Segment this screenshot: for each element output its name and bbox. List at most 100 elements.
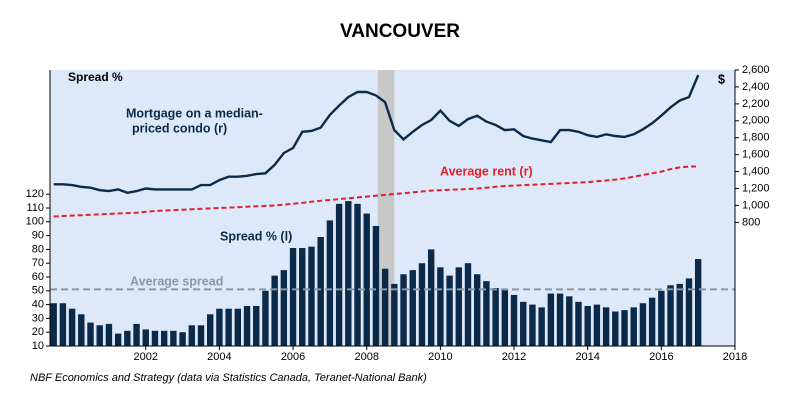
x-tick-label: 2008: [354, 351, 378, 363]
bar: [308, 246, 315, 346]
annotation: Spread % (l): [220, 229, 292, 243]
y-tick-label: 30: [32, 312, 44, 324]
bar: [151, 330, 159, 346]
x-tick-label: 2014: [575, 351, 599, 363]
bar: [667, 285, 674, 346]
x-tick-label: 2010: [428, 351, 452, 363]
bar: [335, 203, 343, 346]
x-tick-label: 2018: [723, 351, 747, 363]
y2-tick-label: 2,200: [742, 98, 770, 110]
y2-tick-label: 1,800: [742, 132, 770, 144]
bar: [114, 333, 122, 346]
bar: [575, 301, 582, 346]
bar: [280, 270, 288, 346]
bar: [179, 332, 186, 346]
annotation: Spread %: [68, 70, 123, 84]
bar: [105, 323, 113, 346]
x-tick-label: 2002: [134, 351, 158, 363]
y2-tick-label: 2,400: [742, 81, 770, 93]
y2-tick-label: 1,600: [742, 149, 770, 161]
bar: [68, 308, 76, 346]
bar: [437, 267, 444, 346]
annotation: Average spread: [130, 274, 223, 288]
x-tick-label: 2012: [502, 351, 526, 363]
y-tick-label: 90: [32, 230, 44, 242]
bar: [538, 307, 545, 346]
bar: [381, 268, 389, 346]
bar: [207, 314, 214, 346]
bar: [639, 303, 647, 346]
bar: [676, 283, 683, 346]
bar: [234, 308, 242, 346]
y-tick-label: 50: [32, 285, 44, 297]
bar: [253, 305, 260, 346]
bar: [427, 249, 435, 346]
bar: [510, 294, 518, 346]
bar: [197, 325, 205, 346]
chart-title: VANCOUVER: [340, 21, 460, 42]
y2-tick-label: 800: [742, 216, 760, 228]
bar: [160, 330, 168, 346]
bar: [216, 308, 223, 346]
bar: [225, 308, 232, 346]
bar: [50, 303, 57, 346]
x-tick-label: 2016: [649, 351, 673, 363]
y-tick-label: 10: [32, 340, 44, 352]
y2-tick-label: 2,000: [742, 115, 770, 127]
bar: [59, 303, 67, 346]
bar: [474, 274, 481, 346]
y-tick-label: 60: [32, 271, 44, 283]
bar: [391, 283, 398, 346]
bar: [354, 203, 361, 346]
annotation: priced condo (r): [132, 121, 227, 135]
bar: [124, 330, 131, 346]
bar: [446, 275, 453, 346]
bar: [501, 289, 509, 346]
y-tick-label: 120: [26, 188, 44, 200]
bar: [492, 288, 499, 346]
bar: [170, 330, 177, 346]
bar: [566, 296, 573, 346]
y2-tick-label: 1,000: [742, 199, 770, 211]
bar: [262, 290, 269, 346]
bar: [621, 310, 628, 346]
y2-tick-label: 1,200: [742, 182, 770, 194]
y-tick-label: 70: [32, 257, 44, 269]
bar: [529, 304, 536, 346]
line-series: [53, 165, 699, 218]
bar: [400, 274, 407, 346]
bar: [658, 290, 665, 346]
bar: [694, 259, 702, 346]
shaded-region: [377, 70, 395, 346]
bar: [520, 301, 527, 346]
bar: [87, 322, 94, 346]
bar: [363, 213, 370, 346]
bar: [556, 293, 564, 346]
annotation: Mortgage on a median-: [126, 106, 263, 120]
x-tick-label: 2006: [281, 351, 305, 363]
y-tick-label: 40: [32, 299, 44, 311]
bar: [483, 281, 490, 346]
bar: [299, 248, 306, 346]
source-note: NBF Economics and Strategy (data via Sta…: [30, 372, 427, 384]
bar: [630, 307, 637, 346]
bar: [289, 248, 297, 346]
y-tick-label: 100: [26, 216, 44, 228]
bar: [78, 314, 85, 346]
line-series: [53, 74, 700, 195]
bar: [685, 278, 693, 346]
bar: [345, 201, 352, 346]
bar: [418, 263, 426, 346]
y-tick-label: 20: [32, 326, 44, 338]
bar: [372, 225, 380, 346]
annotation: $: [718, 72, 725, 86]
bar: [547, 293, 555, 346]
y2-tick-label: 1,400: [742, 166, 770, 178]
bar: [271, 275, 278, 346]
bar: [243, 305, 251, 346]
bar: [96, 325, 103, 346]
bar: [326, 220, 334, 346]
bar: [133, 323, 140, 346]
bar: [188, 325, 195, 346]
